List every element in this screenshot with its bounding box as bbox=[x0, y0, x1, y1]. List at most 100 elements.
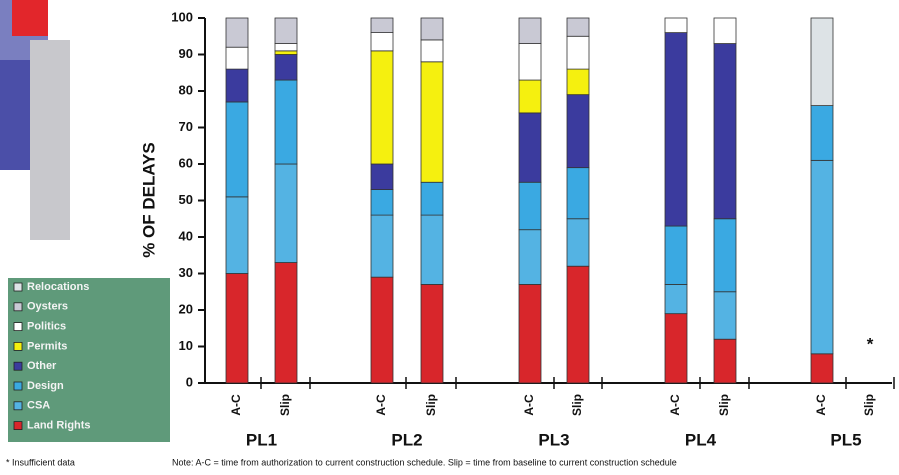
bar-segment bbox=[421, 182, 443, 215]
y-tick-label: 40 bbox=[179, 228, 193, 243]
note: Note: A-C = time from authorization to c… bbox=[172, 457, 677, 467]
x-tick-label: Slip bbox=[424, 394, 438, 416]
decor bbox=[30, 40, 70, 240]
legend-label: Oysters bbox=[27, 301, 68, 313]
y-tick-label: 60 bbox=[179, 155, 193, 170]
bar-segment bbox=[421, 18, 443, 40]
bar-segment bbox=[665, 33, 687, 226]
bar-segment bbox=[714, 339, 736, 383]
bar-segment bbox=[275, 164, 297, 263]
bar-segment bbox=[371, 277, 393, 383]
y-tick-label: 80 bbox=[179, 82, 193, 97]
legend-label: Other bbox=[27, 360, 57, 372]
x-tick-label: A-C bbox=[668, 394, 682, 416]
bar-segment bbox=[519, 18, 541, 44]
bar-segment bbox=[811, 106, 833, 161]
bar-segment bbox=[275, 263, 297, 383]
bar-segment bbox=[567, 95, 589, 168]
footnote: * Insufficient data bbox=[6, 457, 75, 467]
bar-segment bbox=[519, 284, 541, 383]
bar-segment bbox=[226, 47, 248, 69]
x-tick-label: A-C bbox=[229, 394, 243, 416]
y-tick-label: 90 bbox=[179, 46, 193, 61]
legend-label: Design bbox=[27, 380, 64, 392]
bar-segment bbox=[665, 18, 687, 33]
legend-label: Land Rights bbox=[27, 420, 91, 432]
bar-segment bbox=[226, 274, 248, 384]
bar-segment bbox=[371, 33, 393, 51]
bar-segment bbox=[567, 18, 589, 36]
bar-segment bbox=[421, 215, 443, 284]
legend-swatch bbox=[14, 382, 22, 390]
bar-segment bbox=[519, 230, 541, 285]
bar-segment bbox=[371, 18, 393, 33]
bar-segment bbox=[567, 36, 589, 69]
bar-segment bbox=[665, 314, 687, 383]
x-tick-label: A-C bbox=[522, 394, 536, 416]
y-tick-label: 70 bbox=[179, 119, 193, 134]
bar-segment bbox=[371, 51, 393, 164]
legend-label: Relocations bbox=[27, 281, 89, 293]
bar-segment bbox=[226, 69, 248, 102]
bar-segment bbox=[275, 44, 297, 51]
bar-segment bbox=[811, 160, 833, 353]
y-axis-label: % OF DELAYS bbox=[139, 142, 158, 258]
legend-swatch bbox=[14, 283, 22, 291]
bar-segment bbox=[811, 354, 833, 383]
y-tick-label: 30 bbox=[179, 265, 193, 280]
y-tick-label: 50 bbox=[179, 192, 193, 207]
bar-segment bbox=[714, 292, 736, 339]
bar-segment bbox=[567, 168, 589, 219]
bar-segment bbox=[811, 18, 833, 106]
bar-segment bbox=[371, 190, 393, 216]
bar-segment bbox=[519, 113, 541, 182]
bar-segment bbox=[665, 284, 687, 313]
bar-segment bbox=[519, 182, 541, 229]
bar-segment bbox=[714, 219, 736, 292]
y-tick-label: 20 bbox=[179, 301, 193, 316]
bar-segment bbox=[665, 226, 687, 284]
legend-label: Politics bbox=[27, 321, 66, 333]
y-tick-label: 10 bbox=[179, 338, 193, 353]
bar-segment bbox=[226, 102, 248, 197]
legend-swatch bbox=[14, 362, 22, 370]
group-label: PL3 bbox=[538, 430, 569, 449]
bar-segment bbox=[421, 284, 443, 383]
x-tick-label: A-C bbox=[814, 394, 828, 416]
bar-segment bbox=[421, 40, 443, 62]
legend-swatch bbox=[14, 402, 22, 410]
x-tick-label: Slip bbox=[278, 394, 292, 416]
bar-segment bbox=[226, 197, 248, 274]
legend-label: CSA bbox=[27, 400, 50, 412]
legend-swatch bbox=[14, 323, 22, 331]
y-tick-label: 100 bbox=[171, 9, 193, 24]
decor bbox=[0, 60, 30, 170]
y-tick-label: 0 bbox=[186, 374, 193, 389]
annotation: * bbox=[867, 334, 874, 353]
bar-segment bbox=[519, 80, 541, 113]
bar-segment bbox=[275, 55, 297, 81]
bar-segment bbox=[714, 44, 736, 219]
bar-segment bbox=[567, 219, 589, 266]
legend-swatch bbox=[14, 422, 22, 430]
bar-segment bbox=[519, 44, 541, 81]
group-label: PL5 bbox=[830, 430, 861, 449]
bar-segment bbox=[371, 215, 393, 277]
legend-label: Permits bbox=[27, 340, 67, 352]
bar-segment bbox=[275, 80, 297, 164]
group-label: PL4 bbox=[685, 430, 717, 449]
bar-segment bbox=[567, 69, 589, 95]
x-tick-label: Slip bbox=[717, 394, 731, 416]
x-tick-label: Slip bbox=[862, 394, 876, 416]
group-label: PL1 bbox=[246, 430, 277, 449]
bar-segment bbox=[226, 18, 248, 47]
legend-swatch bbox=[14, 342, 22, 350]
legend-swatch bbox=[14, 303, 22, 311]
bar-segment bbox=[275, 18, 297, 44]
chart: % OF DELAYS * Insufficient data Note: A-… bbox=[0, 0, 899, 475]
group-label: PL2 bbox=[391, 430, 422, 449]
x-tick-label: A-C bbox=[374, 394, 388, 416]
bar-segment bbox=[567, 266, 589, 383]
bar-segment bbox=[714, 18, 736, 44]
bar-segment bbox=[371, 164, 393, 190]
